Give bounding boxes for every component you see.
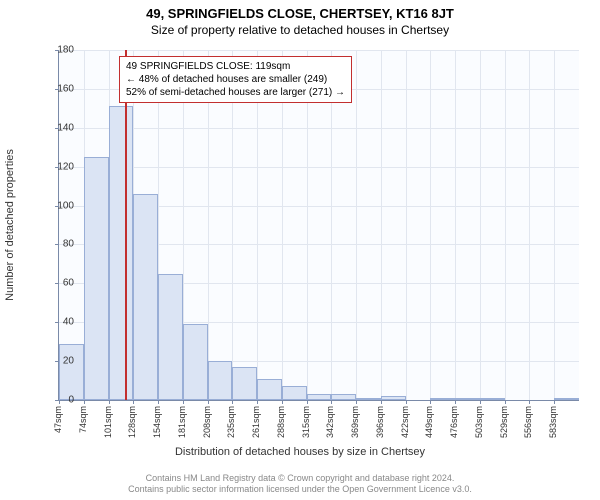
ytick-label: 160 bbox=[44, 83, 74, 94]
footer-line-2: Contains public sector information licen… bbox=[128, 484, 472, 494]
chart-container: 49, SPRINGFIELDS CLOSE, CHERTSEY, KT16 8… bbox=[0, 0, 600, 500]
histogram-bar bbox=[133, 194, 158, 400]
gridline-v bbox=[505, 50, 506, 400]
histogram-bar bbox=[59, 344, 84, 400]
xtick-mark bbox=[307, 400, 308, 404]
xtick-mark bbox=[282, 400, 283, 404]
xtick-label: 529sqm bbox=[499, 406, 509, 438]
page-subtitle: Size of property relative to detached ho… bbox=[0, 21, 600, 37]
xtick-label: 422sqm bbox=[400, 406, 410, 438]
gridline-h bbox=[59, 167, 579, 168]
xtick-mark bbox=[455, 400, 456, 404]
gridline-v bbox=[381, 50, 382, 400]
xtick-label: 369sqm bbox=[350, 406, 360, 438]
annotation-line-1: 49 SPRINGFIELDS CLOSE: 119sqm bbox=[126, 60, 345, 73]
xtick-label: 315sqm bbox=[301, 406, 311, 438]
xtick-mark bbox=[356, 400, 357, 404]
gridline-v bbox=[554, 50, 555, 400]
histogram-bar bbox=[109, 106, 134, 400]
gridline-h bbox=[59, 128, 579, 129]
xtick-label: 235sqm bbox=[226, 406, 236, 438]
histogram-bar bbox=[480, 398, 505, 400]
xtick-mark bbox=[109, 400, 110, 404]
xtick-mark bbox=[406, 400, 407, 404]
xtick-mark bbox=[554, 400, 555, 404]
xtick-label: 288sqm bbox=[276, 406, 286, 438]
histogram-bar bbox=[307, 394, 332, 400]
xtick-mark bbox=[158, 400, 159, 404]
xtick-mark bbox=[480, 400, 481, 404]
ytick-label: 0 bbox=[44, 395, 74, 406]
ytick-label: 60 bbox=[44, 278, 74, 289]
xtick-label: 74sqm bbox=[78, 406, 88, 433]
x-axis-label: Distribution of detached houses by size … bbox=[0, 446, 600, 458]
plot-region: 49 SPRINGFIELDS CLOSE: 119sqm← 48% of de… bbox=[58, 50, 579, 401]
xtick-label: 476sqm bbox=[449, 406, 459, 438]
footer-line-1: Contains HM Land Registry data © Crown c… bbox=[146, 473, 455, 483]
gridline-v bbox=[455, 50, 456, 400]
xtick-label: 342sqm bbox=[325, 406, 335, 438]
histogram-bar bbox=[257, 379, 282, 400]
histogram-bar bbox=[554, 398, 579, 400]
xtick-label: 261sqm bbox=[251, 406, 261, 438]
xtick-mark bbox=[232, 400, 233, 404]
histogram-bar bbox=[84, 157, 109, 400]
xtick-label: 128sqm bbox=[127, 406, 137, 438]
annotation-line-3: 52% of semi-detached houses are larger (… bbox=[126, 86, 345, 99]
xtick-mark bbox=[529, 400, 530, 404]
histogram-bar bbox=[183, 324, 208, 400]
xtick-mark bbox=[331, 400, 332, 404]
histogram-bar bbox=[356, 398, 381, 400]
ytick-label: 140 bbox=[44, 122, 74, 133]
xtick-label: 154sqm bbox=[152, 406, 162, 438]
ytick-label: 40 bbox=[44, 317, 74, 328]
y-axis-label: Number of detached properties bbox=[4, 149, 16, 301]
gridline-v bbox=[480, 50, 481, 400]
ytick-label: 120 bbox=[44, 161, 74, 172]
gridline-v bbox=[406, 50, 407, 400]
xtick-label: 101sqm bbox=[103, 406, 113, 438]
ytick-label: 20 bbox=[44, 356, 74, 367]
xtick-label: 583sqm bbox=[548, 406, 558, 438]
xtick-label: 556sqm bbox=[523, 406, 533, 438]
annotation-box: 49 SPRINGFIELDS CLOSE: 119sqm← 48% of de… bbox=[119, 56, 352, 103]
histogram-bar bbox=[282, 386, 307, 400]
histogram-bar bbox=[331, 394, 356, 400]
xtick-label: 503sqm bbox=[474, 406, 484, 438]
histogram-bar bbox=[381, 396, 406, 400]
xtick-mark bbox=[208, 400, 209, 404]
xtick-mark bbox=[430, 400, 431, 404]
xtick-mark bbox=[133, 400, 134, 404]
xtick-label: 208sqm bbox=[202, 406, 212, 438]
xtick-label: 449sqm bbox=[424, 406, 434, 438]
ytick-label: 180 bbox=[44, 45, 74, 56]
gridline-v bbox=[430, 50, 431, 400]
ytick-label: 100 bbox=[44, 200, 74, 211]
chart-area: 49 SPRINGFIELDS CLOSE: 119sqm← 48% of de… bbox=[58, 50, 578, 400]
gridline-h bbox=[59, 50, 579, 51]
xtick-mark bbox=[84, 400, 85, 404]
xtick-label: 181sqm bbox=[177, 406, 187, 438]
xtick-mark bbox=[505, 400, 506, 404]
footer-attribution: Contains HM Land Registry data © Crown c… bbox=[0, 473, 600, 496]
gridline-v bbox=[529, 50, 530, 400]
ytick-label: 80 bbox=[44, 239, 74, 250]
histogram-bar bbox=[158, 274, 183, 400]
histogram-bar bbox=[455, 398, 480, 400]
xtick-label: 396sqm bbox=[375, 406, 385, 438]
xtick-label: 47sqm bbox=[53, 406, 63, 433]
histogram-bar bbox=[208, 361, 233, 400]
xtick-mark bbox=[381, 400, 382, 404]
histogram-bar bbox=[232, 367, 257, 400]
xtick-mark bbox=[257, 400, 258, 404]
xtick-mark bbox=[183, 400, 184, 404]
gridline-v bbox=[356, 50, 357, 400]
annotation-line-2: ← 48% of detached houses are smaller (24… bbox=[126, 73, 345, 86]
histogram-bar bbox=[430, 398, 455, 400]
page-title: 49, SPRINGFIELDS CLOSE, CHERTSEY, KT16 8… bbox=[0, 0, 600, 21]
